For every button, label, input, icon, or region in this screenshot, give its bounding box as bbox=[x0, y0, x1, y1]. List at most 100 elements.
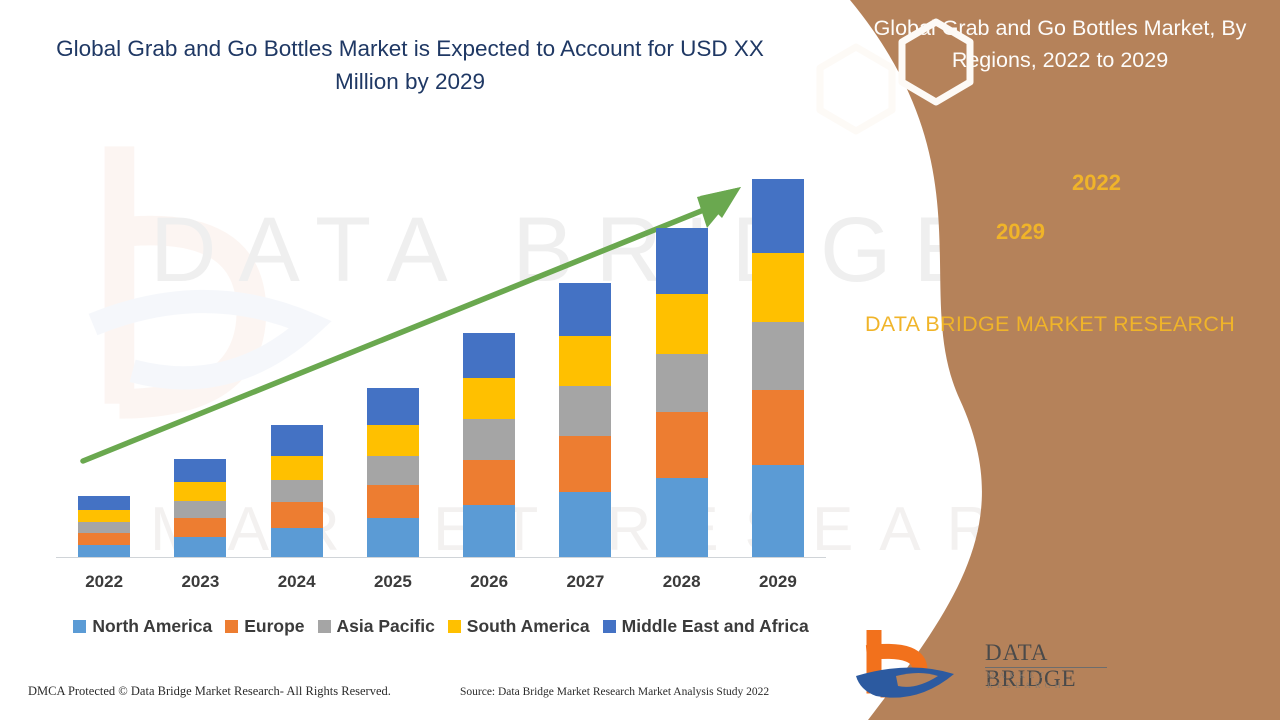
bar-segment-south-america[interactable] bbox=[78, 510, 131, 523]
stacked-bar[interactable] bbox=[78, 495, 131, 558]
hexagon-2022-label: 2022 bbox=[1072, 170, 1121, 195]
bar-segment-north-america[interactable] bbox=[174, 536, 227, 558]
bar-segment-europe[interactable] bbox=[78, 532, 131, 545]
logo-mark-icon bbox=[856, 630, 954, 698]
bar-segment-south-america[interactable] bbox=[751, 252, 804, 322]
bar-segment-north-america[interactable] bbox=[78, 544, 131, 558]
bar-segment-north-america[interactable] bbox=[366, 518, 419, 558]
legend-item-asia-pacific[interactable]: Asia Pacific bbox=[317, 616, 435, 637]
bar-segment-asia-pacific[interactable] bbox=[270, 479, 323, 503]
x-tick-2025: 2025 bbox=[373, 572, 412, 591]
bar-segment-south-america[interactable] bbox=[270, 455, 323, 480]
bar-segment-asia-pacific[interactable] bbox=[655, 353, 708, 413]
bar-segment-middle-east-and-africa[interactable] bbox=[559, 283, 612, 337]
stacked-bar[interactable] bbox=[751, 178, 804, 558]
bar-group-2024 bbox=[249, 150, 345, 558]
bar-segment-south-america[interactable] bbox=[655, 294, 708, 354]
x-axis-line bbox=[56, 557, 826, 558]
chart-title: Global Grab and Go Bottles Market is Exp… bbox=[56, 36, 764, 94]
legend-label: Asia Pacific bbox=[336, 616, 435, 636]
stacked-bar[interactable] bbox=[655, 227, 708, 558]
bar-segment-asia-pacific[interactable] bbox=[366, 455, 419, 486]
bar-segment-middle-east-and-africa[interactable] bbox=[751, 178, 804, 253]
x-tick-2024: 2024 bbox=[277, 572, 316, 591]
bar-segment-north-america[interactable] bbox=[463, 504, 516, 558]
bar-group-2022 bbox=[56, 150, 152, 558]
bar-segment-europe[interactable] bbox=[270, 502, 323, 528]
x-tick-2023: 2023 bbox=[181, 572, 220, 591]
bar-segment-middle-east-and-africa[interactable] bbox=[366, 388, 419, 426]
hexagon-2022-shape bbox=[898, 18, 974, 106]
x-axis-labels: 2022 2023 2024 2025 2026 2027 2028 2029 bbox=[56, 572, 826, 592]
bar-segment-asia-pacific[interactable] bbox=[751, 321, 804, 390]
bar-segment-north-america[interactable] bbox=[559, 491, 612, 558]
chart-legend: North America Europe Asia Pacific South Ame… bbox=[56, 616, 826, 637]
legend-swatch-icon bbox=[447, 620, 461, 633]
legend-label: South America bbox=[466, 616, 590, 636]
bar-group-2026 bbox=[441, 150, 537, 558]
footer-source: Source: Data Bridge Market Research Mark… bbox=[460, 686, 770, 698]
data-bridge-logo: DATA BRIDGE MARKET RESEARCH bbox=[850, 630, 1107, 706]
bar-segment-europe[interactable] bbox=[751, 389, 804, 466]
bar-segment-north-america[interactable] bbox=[751, 465, 804, 558]
stacked-bar[interactable] bbox=[270, 425, 323, 558]
x-tick-2026: 2026 bbox=[470, 572, 509, 591]
x-tick-2022: 2022 bbox=[85, 572, 124, 591]
bar-segment-asia-pacific[interactable] bbox=[78, 522, 131, 533]
bar-chart-plot bbox=[56, 150, 826, 558]
hexagon-2029-shape bbox=[816, 43, 896, 135]
bar-segment-middle-east-and-africa[interactable] bbox=[78, 495, 131, 511]
bar-segment-middle-east-and-africa[interactable] bbox=[655, 227, 708, 295]
bar-segment-middle-east-and-africa[interactable] bbox=[174, 458, 227, 483]
x-tick-2029: 2029 bbox=[758, 572, 797, 591]
logo-subtext: MARKET RESEARCH bbox=[987, 670, 1065, 690]
legend-swatch-icon bbox=[73, 620, 87, 633]
bar-segment-asia-pacific[interactable] bbox=[559, 385, 612, 436]
bar-segment-north-america[interactable] bbox=[655, 478, 708, 558]
stacked-bar[interactable] bbox=[463, 332, 516, 558]
stacked-bar[interactable] bbox=[174, 458, 227, 558]
stacked-bar[interactable] bbox=[366, 388, 419, 558]
brand-name: DATA BRIDGE MARKET RESEARCH bbox=[864, 312, 1236, 336]
hexagon-2029-label: 2029 bbox=[996, 219, 1045, 244]
footer-copyright: DMCA Protected © Data Bridge Market Rese… bbox=[28, 684, 391, 698]
bar-segment-middle-east-and-africa[interactable] bbox=[270, 425, 323, 456]
legend-item-middle-east-and-africa[interactable]: Middle East and Africa bbox=[602, 616, 809, 637]
legend-item-south-america[interactable]: South America bbox=[447, 616, 590, 637]
bar-segment-europe[interactable] bbox=[655, 412, 708, 479]
legend-label: North America bbox=[92, 616, 213, 636]
bar-segment-europe[interactable] bbox=[559, 435, 612, 492]
panel-shape bbox=[850, 0, 1280, 720]
bar-group-2027 bbox=[537, 150, 633, 558]
bar-segment-south-america[interactable] bbox=[463, 377, 516, 419]
logo-text: DATA BRIDGE bbox=[985, 640, 1077, 691]
legend-swatch-icon bbox=[225, 620, 239, 633]
bar-segment-europe[interactable] bbox=[463, 459, 516, 505]
bar-group-2029 bbox=[730, 150, 826, 558]
bar-segment-europe[interactable] bbox=[174, 518, 227, 537]
x-tick-2028: 2028 bbox=[662, 572, 701, 591]
bar-segment-asia-pacific[interactable] bbox=[174, 500, 227, 519]
stacked-bar[interactable] bbox=[559, 283, 612, 558]
bar-segment-south-america[interactable] bbox=[559, 336, 612, 386]
bar-segment-south-america[interactable] bbox=[174, 482, 227, 501]
legend-item-europe[interactable]: Europe bbox=[225, 616, 305, 637]
legend-swatch-icon bbox=[602, 620, 616, 633]
bar-group-2023 bbox=[152, 150, 248, 558]
bar-group-2028 bbox=[634, 150, 730, 558]
bar-group-2025 bbox=[345, 150, 441, 558]
bar-segment-asia-pacific[interactable] bbox=[463, 418, 516, 460]
bar-segment-south-america[interactable] bbox=[366, 425, 419, 456]
bar-segment-middle-east-and-africa[interactable] bbox=[463, 332, 516, 378]
legend-label: Europe bbox=[244, 616, 305, 636]
bar-segment-europe[interactable] bbox=[366, 485, 419, 519]
x-tick-2027: 2027 bbox=[566, 572, 605, 591]
legend-swatch-icon bbox=[317, 620, 331, 633]
legend-item-north-america[interactable]: North America bbox=[73, 616, 212, 637]
legend-label: Middle East and Africa bbox=[621, 616, 809, 636]
logo-divider bbox=[985, 667, 1107, 668]
bar-segment-north-america[interactable] bbox=[270, 527, 323, 558]
right-brand-panel: Global Grab and Go Bottles Market, By Re… bbox=[810, 0, 1280, 720]
hexagon-group bbox=[816, 18, 974, 135]
